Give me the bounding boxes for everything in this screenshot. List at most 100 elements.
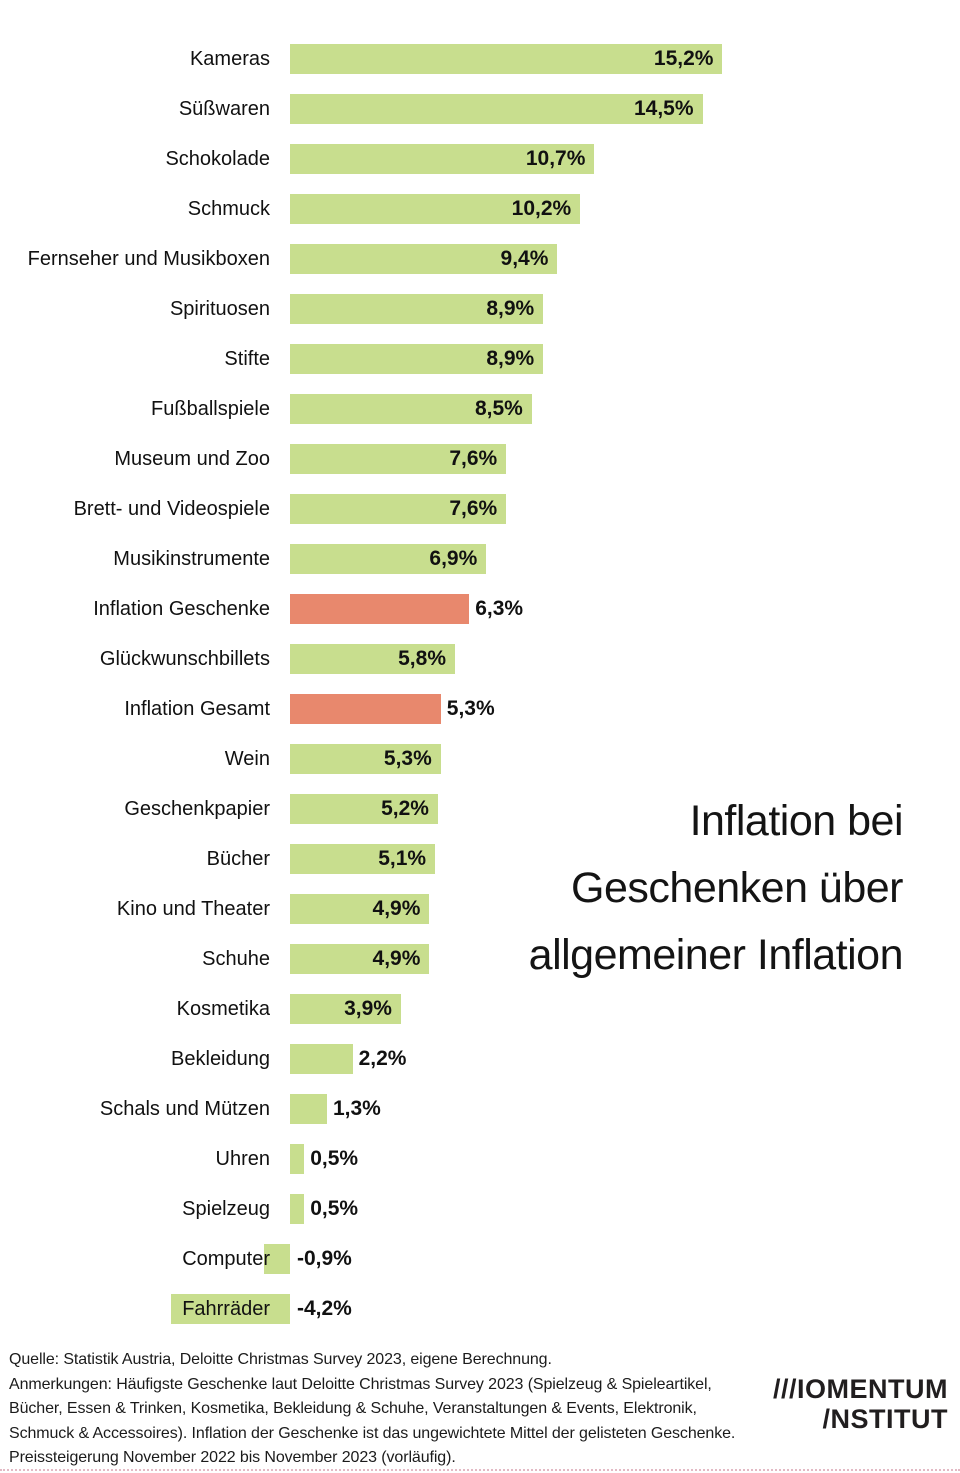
value-label: 15,2% xyxy=(653,47,714,70)
highlight-bar xyxy=(290,694,441,724)
bar-row: Kosmetika 3,9% xyxy=(0,994,960,1024)
bar xyxy=(290,1094,327,1124)
notes-line: Bücher, Essen & Trinken, Kosmetika, Bekl… xyxy=(9,1400,697,1417)
category-label: Spirituosen xyxy=(169,298,270,320)
bar-row: Inflation Gesamt 5,3% xyxy=(0,694,960,724)
chart-title: Inflation bei Geschenken über allgemeine… xyxy=(528,788,904,989)
category-label: Inflation Gesamt xyxy=(124,698,270,720)
bar-row: Kameras 15,2% xyxy=(0,44,960,74)
bar-row: Uhren 0,5% xyxy=(0,1144,960,1174)
source-notes: Quelle: Statistik Austria, Deloitte Chri… xyxy=(9,1348,735,1471)
bar xyxy=(290,444,507,474)
category-label: Geschenkpapier xyxy=(124,798,270,820)
value-label: 3,9% xyxy=(344,997,392,1020)
category-label: Computer xyxy=(182,1248,270,1270)
value-label: 6,3% xyxy=(475,597,524,620)
bar xyxy=(290,494,507,524)
category-label: Schuhe xyxy=(202,948,270,970)
category-label: Wein xyxy=(224,748,270,770)
bar-row: Schokolade 10,7% xyxy=(0,144,960,174)
category-label: Bücher xyxy=(206,848,270,870)
bar xyxy=(290,244,558,274)
bar xyxy=(290,744,441,774)
value-label: 5,2% xyxy=(381,797,429,820)
category-label: Süßwaren xyxy=(178,98,270,120)
logo-line-institut: /NSTITUT xyxy=(822,1404,948,1434)
category-label: Stifte xyxy=(224,348,270,370)
value-label: 14,5% xyxy=(633,97,694,120)
bar xyxy=(290,994,401,1024)
value-label: 8,5% xyxy=(474,397,523,420)
bar xyxy=(290,394,532,424)
category-label: Schmuck xyxy=(187,198,270,220)
bar xyxy=(290,144,595,174)
bar-row: Spirituosen 8,9% xyxy=(0,294,960,324)
bar-row: Fußballspiele 8,5% xyxy=(0,394,960,424)
bar-row: Wein 5,3% xyxy=(0,744,960,774)
bar-row: Bücher 5,1% xyxy=(0,844,960,874)
value-label: 2,2% xyxy=(358,1047,407,1070)
bar xyxy=(290,1194,305,1224)
value-label: 0,5% xyxy=(310,1197,359,1220)
bar xyxy=(290,1144,305,1174)
highlight-bar xyxy=(290,594,470,624)
bar-row: Computer -0,9% xyxy=(0,1244,960,1274)
source-line: Quelle: Statistik Austria, Deloitte Chri… xyxy=(9,1351,552,1368)
bar-row: Inflation Geschenke 6,3% xyxy=(0,594,960,624)
value-label: 5,8% xyxy=(398,647,446,670)
chart-title-line-2: Geschenken über xyxy=(571,864,903,912)
bar-row: Glückwunschbillets 5,8% xyxy=(0,644,960,674)
bar xyxy=(290,1044,353,1074)
value-label: 10,2% xyxy=(511,197,572,220)
bar xyxy=(290,844,436,874)
category-label: Glückwunschbillets xyxy=(99,648,270,670)
logo-line-momentum: ///IOMENTUM xyxy=(773,1374,948,1404)
category-label: Kino und Theater xyxy=(116,898,270,920)
value-label: 8,9% xyxy=(486,297,535,320)
bar-row: Brett- und Videospiele 7,6% xyxy=(0,494,960,524)
category-label: Bekleidung xyxy=(171,1048,270,1070)
bar xyxy=(264,1244,290,1274)
value-label: -0,9% xyxy=(297,1247,352,1270)
value-label: 7,6% xyxy=(449,497,498,520)
bar-row: Kino und Theater 4,9% xyxy=(0,894,960,924)
bar xyxy=(290,644,455,674)
value-label: 5,3% xyxy=(446,697,495,720)
value-label: 5,3% xyxy=(383,747,432,770)
category-label: Spielzeug xyxy=(182,1198,270,1220)
chart-title-line-3: allgemeiner Inflation xyxy=(528,931,904,979)
bar-row: Schmuck 10,2% xyxy=(0,194,960,224)
bar-row: Musikinstrumente 6,9% xyxy=(0,544,960,574)
bar-row: Fahrräder -4,2% xyxy=(0,1294,960,1324)
bar xyxy=(290,794,438,824)
bar-row: Museum und Zoo 7,6% xyxy=(0,444,960,474)
bar-row: Süßwaren 14,5% xyxy=(0,94,960,124)
category-label: Musikinstrumente xyxy=(113,548,270,570)
bar xyxy=(290,344,544,374)
value-label: 0,5% xyxy=(310,1147,359,1170)
bar-row: Stifte 8,9% xyxy=(0,344,960,374)
value-label: 7,6% xyxy=(449,447,498,470)
category-label: Inflation Geschenke xyxy=(93,598,270,620)
bar xyxy=(290,544,487,574)
category-label: Museum und Zoo xyxy=(114,448,270,470)
category-label: Uhren xyxy=(215,1148,270,1170)
bar xyxy=(290,944,430,974)
value-label: 6,9% xyxy=(429,547,478,570)
notes-line: Anmerkungen: Häufigste Geschenke laut De… xyxy=(9,1375,712,1393)
value-label: 8,9% xyxy=(486,347,535,370)
momentum-institut-logo: ///IOMENTUM /NSTITUT xyxy=(773,1374,948,1434)
bar-row: Schuhe 4,9% xyxy=(0,944,960,974)
value-label: 5,1% xyxy=(378,847,427,870)
bar-row: Bekleidung 2,2% xyxy=(0,1044,960,1074)
category-label: Schokolade xyxy=(165,148,270,170)
bar xyxy=(290,894,430,924)
category-label: Brett- und Videospiele xyxy=(73,498,270,520)
bar xyxy=(290,294,544,324)
notes-line: Schmuck & Accessoires). Inflation der Ge… xyxy=(9,1424,736,1442)
bar-row: Spielzeug 0,5% xyxy=(0,1194,960,1224)
category-label: Kosmetika xyxy=(176,998,270,1020)
bar xyxy=(290,44,723,74)
